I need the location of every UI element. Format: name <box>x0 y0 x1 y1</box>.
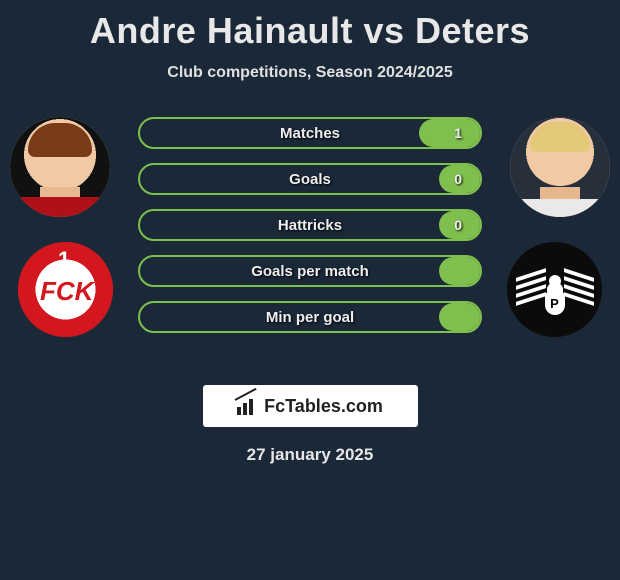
comparison-area: 1. FCK P Matches 1 Goals 0 Hattricks 0 Goals p… <box>0 117 620 367</box>
club-left-code: FCK <box>40 276 93 307</box>
stat-label: Goals <box>289 171 331 188</box>
player-right-face-icon <box>510 117 610 217</box>
stat-label: Matches <box>280 125 340 142</box>
club-right-logo: P <box>507 242 602 337</box>
date: 27 january 2025 <box>0 445 620 465</box>
player-right-avatar <box>510 117 610 217</box>
player-left-avatar <box>10 117 110 217</box>
stat-fill-right <box>419 119 480 147</box>
player-left-face-icon <box>10 117 110 217</box>
stat-label: Goals per match <box>251 263 369 280</box>
chart-icon <box>237 397 259 415</box>
stat-fill-right <box>439 303 480 331</box>
stat-value-right: 0 <box>454 171 462 187</box>
stat-label: Hattricks <box>278 217 342 234</box>
subtitle: Club competitions, Season 2024/2025 <box>0 64 620 82</box>
stat-label: Min per goal <box>266 309 354 326</box>
club-left-logo: 1. FCK <box>18 242 113 337</box>
stat-row: Min per goal <box>138 301 482 333</box>
club-right-code: P <box>545 293 565 315</box>
stat-row: Goals per match <box>138 255 482 287</box>
stat-row: Matches 1 <box>138 117 482 149</box>
stat-value-right: 0 <box>454 217 462 233</box>
stat-row: Goals 0 <box>138 163 482 195</box>
club-left-top-text: 1. <box>58 247 76 273</box>
stat-value-right: 1 <box>454 125 462 141</box>
watermark: FcTables.com <box>203 385 418 427</box>
stat-rows: Matches 1 Goals 0 Hattricks 0 Goals per match M… <box>138 117 482 347</box>
stat-row: Hattricks 0 <box>138 209 482 241</box>
watermark-text: FcTables.com <box>264 396 383 417</box>
page-title: Andre Hainault vs Deters <box>0 0 620 52</box>
eagle-icon: P <box>520 265 590 315</box>
stat-fill-right <box>439 257 480 285</box>
